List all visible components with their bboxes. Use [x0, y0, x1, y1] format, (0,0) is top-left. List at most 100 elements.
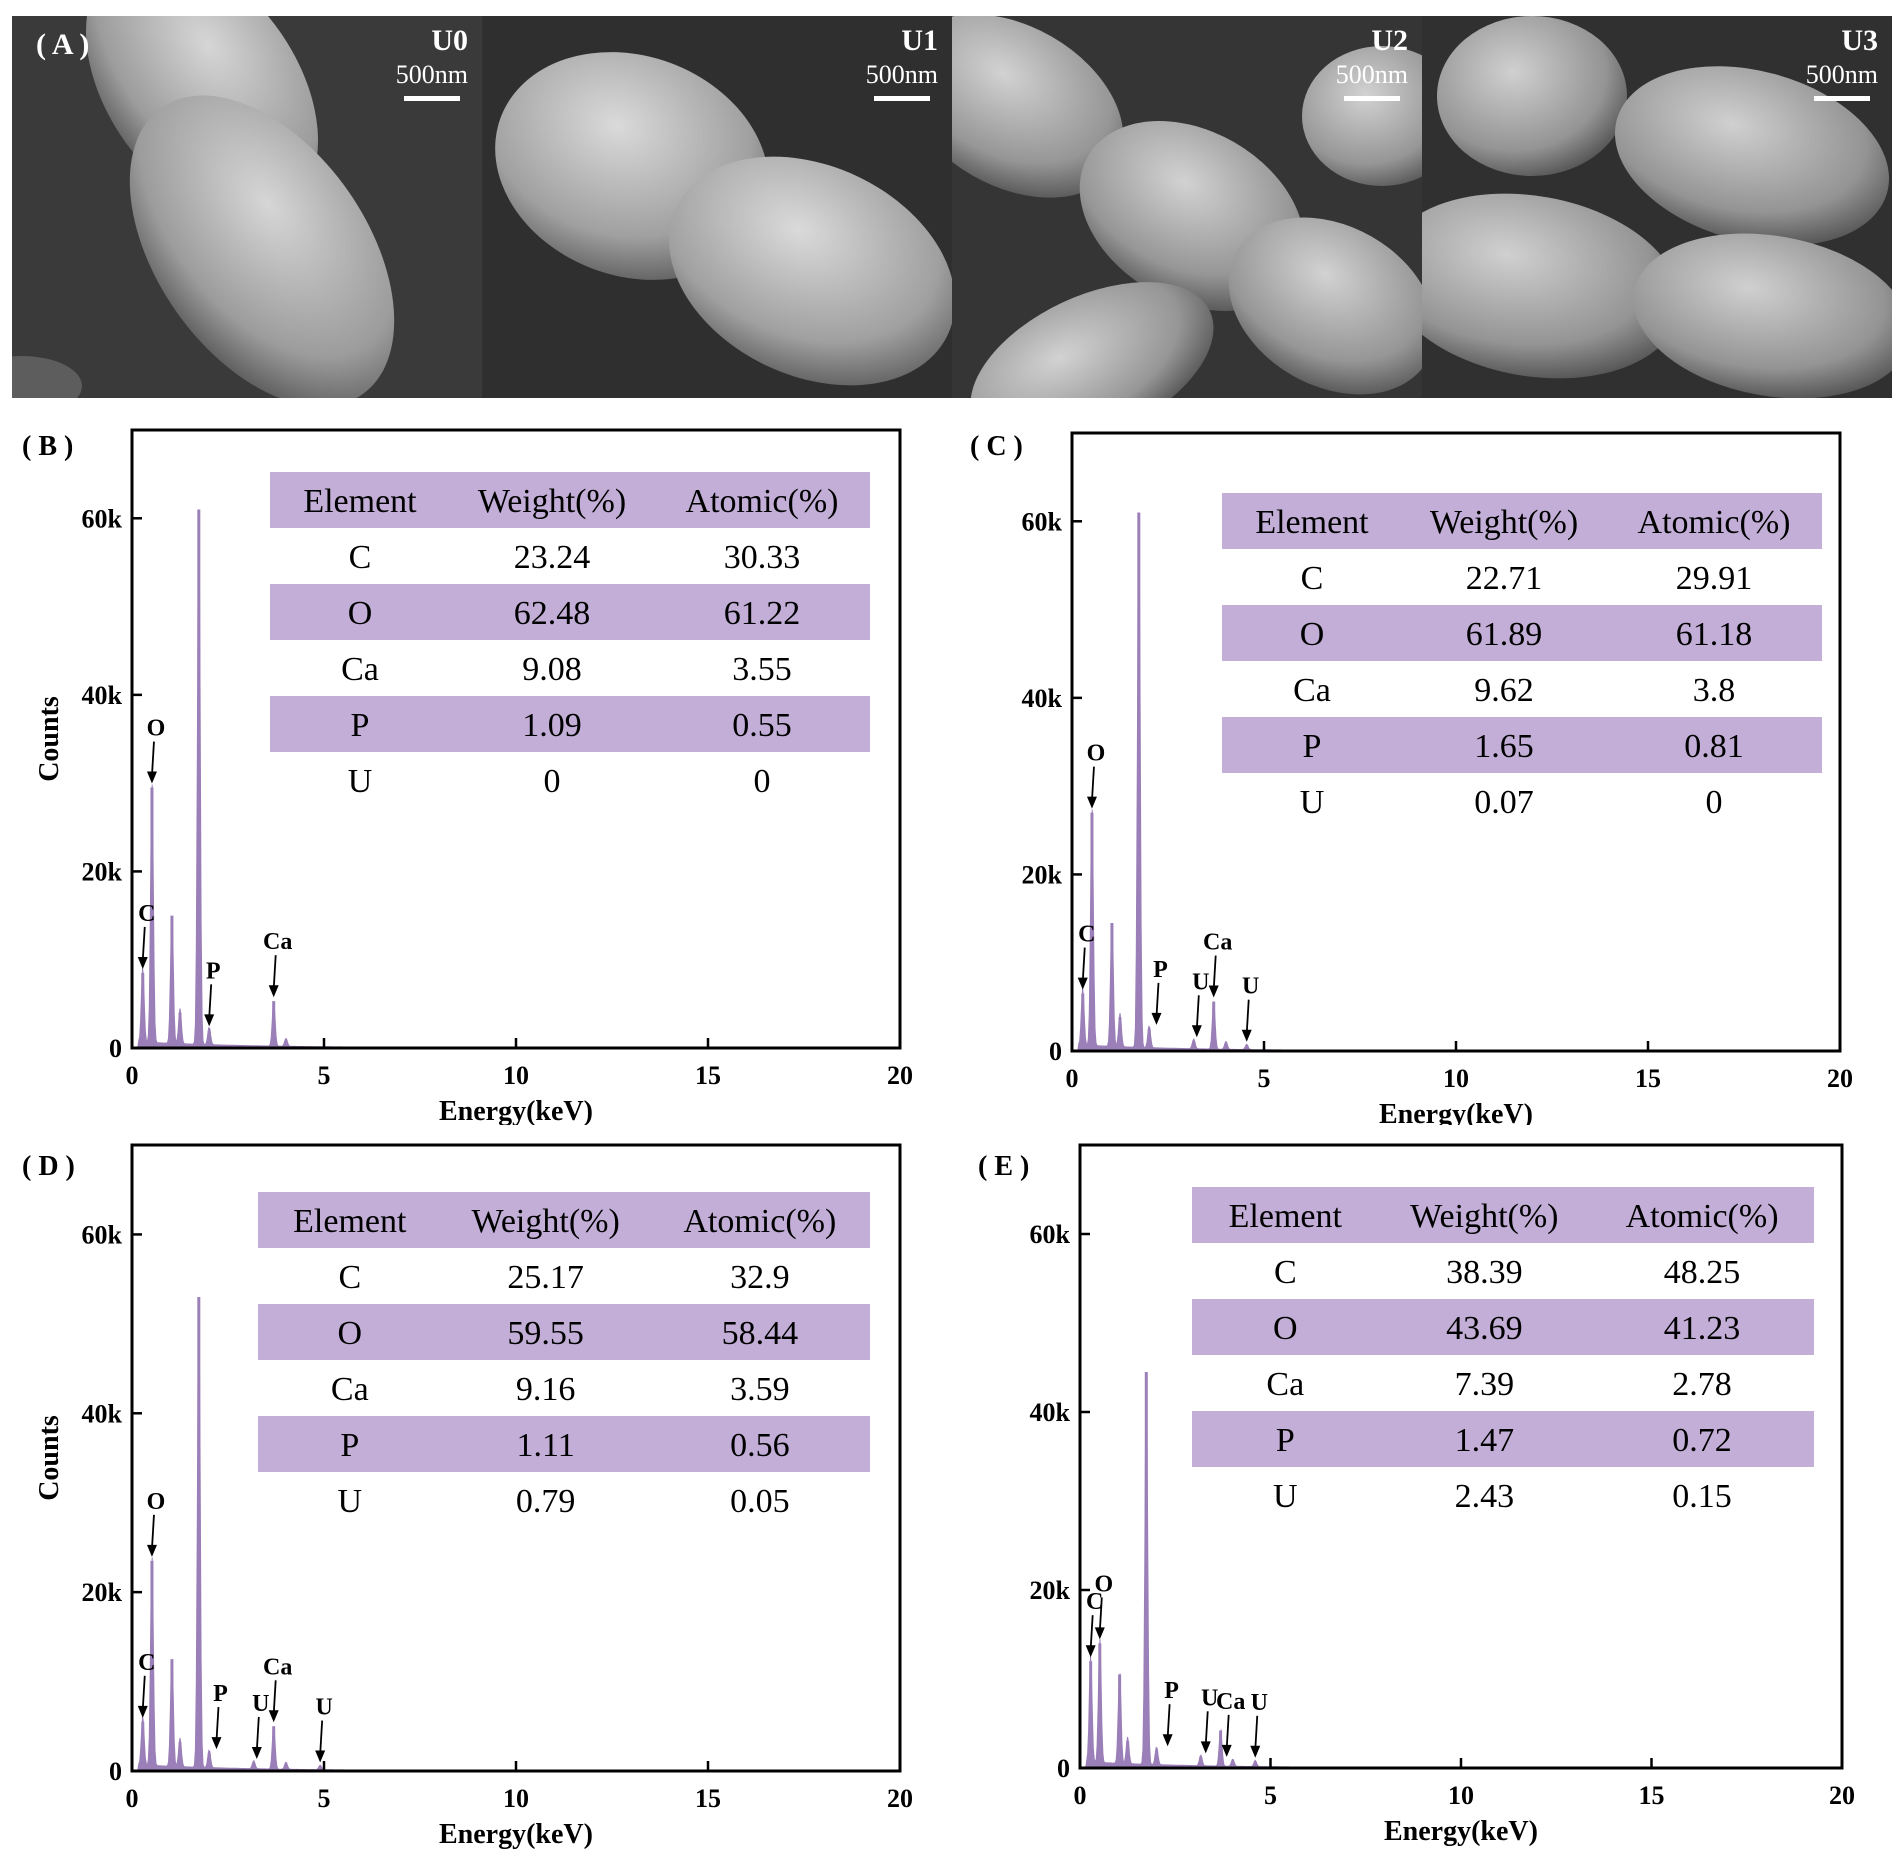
x-tick-label: 15 — [695, 1061, 721, 1090]
peak-label: Ca — [1203, 930, 1232, 956]
table-row-band — [1222, 493, 1822, 549]
eds-chart-d: 0 5 10 15 20 0 20k 40k 60k Energy(keV) Counts ( D )… — [22, 1143, 913, 1850]
table-cell: 61.18 — [1676, 616, 1753, 653]
table-row-band — [1192, 1299, 1814, 1355]
scale-bar: 500nm — [1336, 60, 1408, 101]
peak-label: P — [206, 958, 221, 984]
x-tick-label: 15 — [1635, 1064, 1661, 1093]
peak-label: O — [1094, 1571, 1113, 1597]
table-row-band — [1222, 717, 1822, 773]
table-header-cell: Weight(%) — [1410, 1198, 1558, 1235]
y-tick-label: 20k — [1030, 1576, 1071, 1605]
peak-label: C — [1078, 922, 1095, 948]
peak-annotation: O — [147, 1489, 166, 1557]
y-tick-label: 60k — [1030, 1220, 1071, 1249]
peak-annotation: P — [1162, 1678, 1179, 1747]
peak-annotation: U — [1200, 1685, 1218, 1754]
sample-label: U3 — [1841, 24, 1878, 57]
peak-label: U — [1201, 1685, 1218, 1711]
y-tick-label: 0 — [1057, 1754, 1070, 1783]
x-axis-label: Energy(keV) — [1384, 1816, 1538, 1847]
y-tick-label: 60k — [82, 504, 123, 533]
table-header-cell: Atomic(%) — [683, 1203, 836, 1240]
table-cell: 58.44 — [722, 1315, 799, 1352]
table-cell: 22.71 — [1466, 560, 1543, 597]
table-cell: 9.16 — [516, 1371, 576, 1408]
table-cell: 0.81 — [1684, 728, 1744, 765]
panel-letter: ( C ) — [970, 431, 1023, 462]
table-header-cell: Element — [1229, 1198, 1343, 1235]
table-cell: 62.48 — [514, 595, 591, 632]
table-header-cell: Weight(%) — [478, 483, 626, 520]
composition-table: Element Weight(%) Atomic(%) C 25.17 32.9 O 59.5… — [258, 1192, 870, 1520]
peak-label: C — [1086, 1589, 1103, 1615]
table-cell: 0.79 — [516, 1483, 576, 1520]
y-tick-label: 60k — [82, 1220, 123, 1249]
peak-annotation: P — [204, 958, 221, 1027]
peak-label: O — [147, 716, 166, 742]
peak-label: O — [1087, 741, 1106, 767]
x-tick-label: 5 — [1264, 1781, 1277, 1810]
table-cell: 0.05 — [730, 1483, 790, 1520]
y-axis-label: Counts — [34, 1415, 65, 1501]
x-tick-label: 20 — [1829, 1781, 1855, 1810]
y-tick-label: 40k — [1030, 1398, 1071, 1427]
y-tick-label: 40k — [82, 681, 123, 710]
table-header-cell: Atomic(%) — [1626, 1198, 1779, 1235]
sem-micrograph-u2 — [952, 16, 1422, 398]
table-header-cell: Weight(%) — [471, 1203, 619, 1240]
table-row-band — [258, 1304, 870, 1360]
peak-label: Ca — [1216, 1689, 1245, 1715]
peak-annotation: O — [1087, 741, 1106, 809]
peak-annotation: O — [147, 716, 166, 784]
table-cell: U — [1300, 784, 1325, 821]
table-cell: 2.78 — [1672, 1366, 1732, 1403]
peak-label: P — [213, 1681, 228, 1707]
peak-label: Ca — [263, 929, 292, 955]
peak-label: C — [138, 1650, 155, 1676]
y-tick-label: 20k — [1022, 860, 1063, 889]
x-tick-label: 20 — [887, 1061, 913, 1090]
panel-letter: ( D ) — [22, 1151, 75, 1182]
peak-annotation: U — [1250, 1690, 1268, 1758]
table-cell: 30.33 — [724, 539, 801, 576]
table-cell: 0.55 — [732, 707, 792, 744]
table-cell: 3.8 — [1693, 672, 1736, 709]
y-axis-label: Counts — [34, 696, 65, 782]
peak-label: U — [252, 1691, 269, 1717]
table-cell: 0 — [544, 763, 561, 800]
panel-letter: ( A ) — [36, 28, 90, 61]
table-row-band — [258, 1192, 870, 1248]
panel-letter: ( B ) — [22, 431, 73, 462]
table-cell: 1.11 — [517, 1427, 575, 1464]
x-axis-label: Energy(keV) — [439, 1096, 593, 1125]
table-cell: 23.24 — [514, 539, 591, 576]
peak-annotation: C — [1085, 1589, 1103, 1658]
x-tick-label: 20 — [1827, 1064, 1853, 1093]
x-tick-label: 10 — [503, 1784, 529, 1813]
sem-micrograph-u0 — [12, 16, 482, 398]
table-cell: 25.17 — [507, 1259, 584, 1296]
peak-label: C — [138, 901, 155, 927]
table-cell: 3.55 — [732, 651, 792, 688]
y-tick-label: 0 — [109, 1757, 122, 1786]
table-cell: O — [338, 1315, 363, 1352]
table-cell: 1.47 — [1455, 1422, 1515, 1459]
x-tick-label: 15 — [1639, 1781, 1665, 1810]
table-cell: 0.72 — [1672, 1422, 1732, 1459]
sem-micrograph-u1 — [482, 16, 952, 398]
table-cell: C — [349, 539, 372, 576]
x-axis-label: Energy(keV) — [439, 1819, 593, 1850]
peak-label: U — [1242, 974, 1259, 1000]
peak-label: O — [147, 1489, 166, 1515]
table-cell: P — [351, 707, 370, 744]
peak-annotation: C — [1077, 922, 1095, 990]
sem-micrograph-u3 — [1422, 16, 1892, 398]
peak-label: U — [315, 1695, 332, 1721]
table-header-cell: Element — [303, 483, 417, 520]
scale-text: 500nm — [865, 60, 938, 89]
table-cell: P — [1276, 1422, 1295, 1459]
sem-image-u3: U3 500nm — [1422, 16, 1892, 398]
table-cell: Ca — [1266, 1366, 1304, 1403]
table-cell: 41.23 — [1664, 1310, 1741, 1347]
